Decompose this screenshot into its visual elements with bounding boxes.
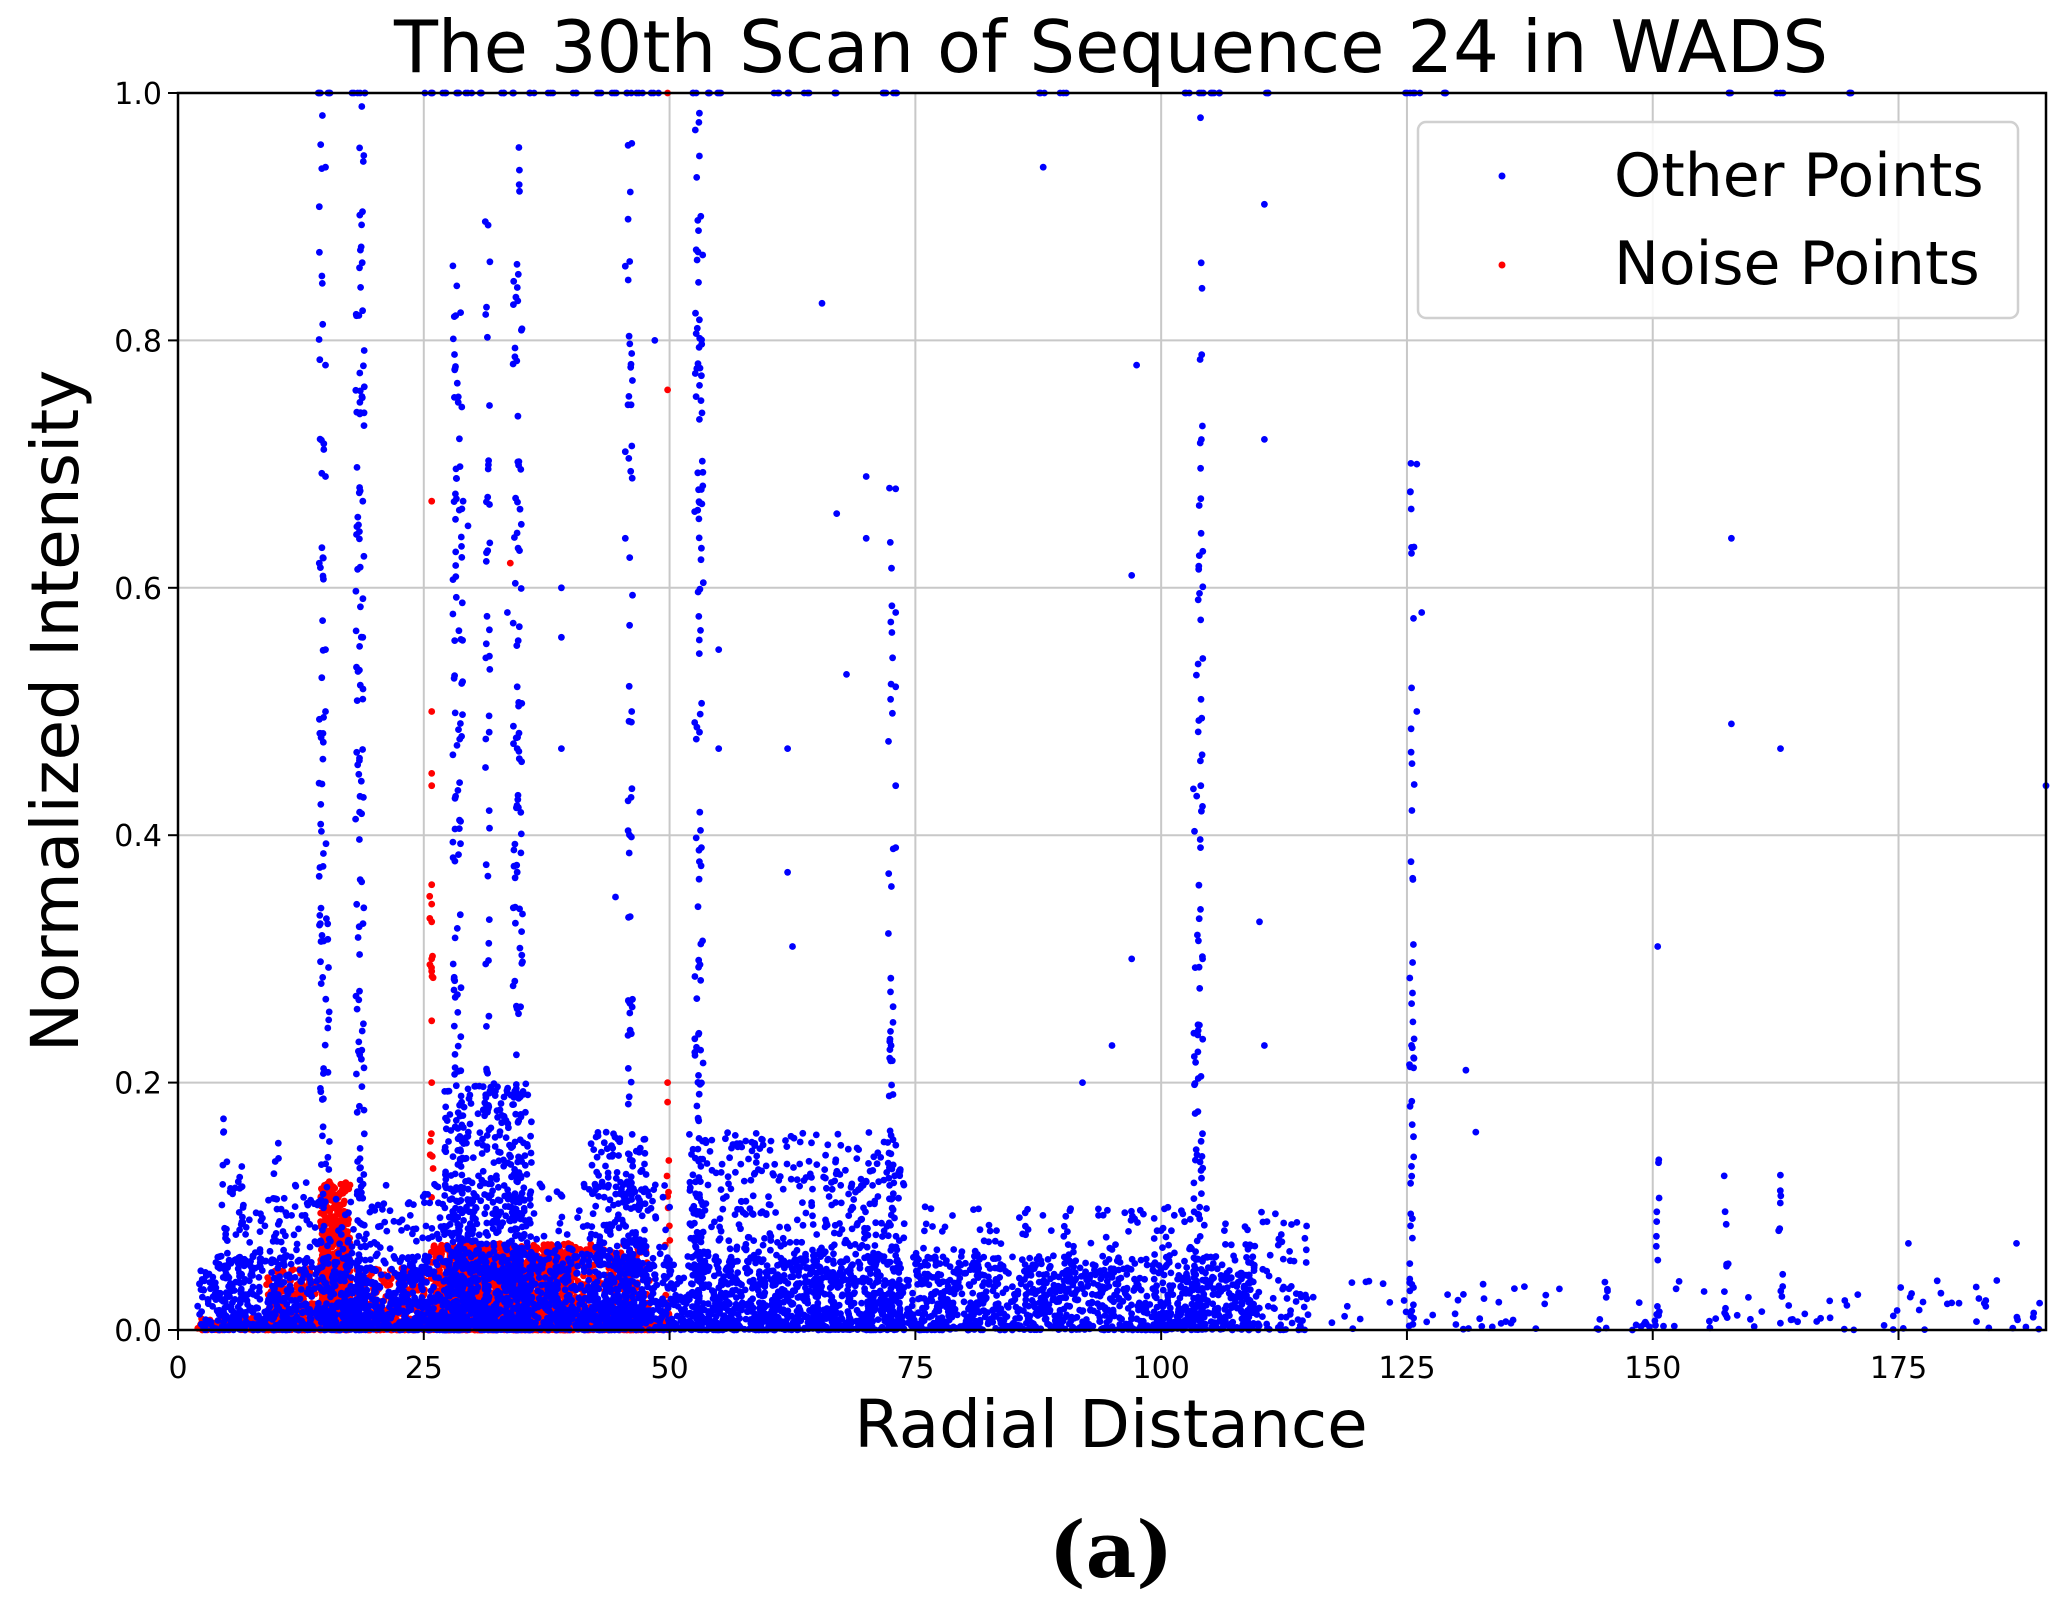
other-point <box>1143 1292 1151 1300</box>
other-point <box>287 1260 295 1268</box>
other-points-series <box>194 89 2050 1334</box>
noise-point <box>427 1137 434 1145</box>
noise-point <box>428 881 436 889</box>
noise-point <box>428 497 436 505</box>
other-point <box>955 1259 963 1267</box>
noise-point <box>426 1151 434 1159</box>
noise-point <box>428 955 436 963</box>
other-point <box>249 1283 257 1291</box>
noise-point <box>341 1180 349 1188</box>
noise-point <box>428 900 436 908</box>
noise-point <box>587 1244 595 1251</box>
noise-point <box>428 918 436 926</box>
other-point <box>1150 1275 1158 1283</box>
noise-point <box>336 1201 344 1209</box>
other-point <box>909 1296 916 1304</box>
noise-point <box>324 1227 331 1235</box>
other-point <box>909 1289 916 1297</box>
noise-point <box>428 708 436 715</box>
other-point <box>1167 1269 1175 1277</box>
other-point <box>962 1259 969 1267</box>
noise-point <box>344 1228 351 1235</box>
noise-point <box>386 1281 394 1288</box>
noise-point <box>344 1217 352 1225</box>
other-point <box>969 1289 977 1297</box>
other-point <box>1181 1257 1188 1265</box>
noise-point <box>428 1017 436 1025</box>
noise-point <box>428 782 436 790</box>
noise-point <box>326 1191 334 1199</box>
noise-point <box>428 770 436 777</box>
noise-point <box>664 1079 671 1086</box>
other-point <box>1174 1262 1182 1270</box>
noise-point <box>428 973 436 980</box>
noise-point <box>664 1098 671 1106</box>
chart-title: The 30th Scan of Sequence 24 in WADS <box>393 5 1828 89</box>
noise-point <box>330 1223 337 1231</box>
other-point <box>301 1259 309 1267</box>
noise-point <box>663 1172 671 1180</box>
noise-point <box>318 1246 325 1254</box>
noise-point <box>330 1215 338 1222</box>
other-point <box>976 1292 984 1299</box>
noise-point <box>428 1079 436 1086</box>
other-point <box>1159 1279 1167 1287</box>
noise-point <box>429 1165 437 1172</box>
noise-point <box>426 961 434 968</box>
noise-point <box>666 1237 674 1244</box>
noise-point <box>337 1190 345 1197</box>
noise-point <box>346 1181 354 1189</box>
noise-point <box>665 1157 673 1164</box>
other-point <box>1249 1253 1257 1261</box>
other-point <box>1128 1255 1136 1263</box>
noise-point <box>559 1251 567 1259</box>
noise-point <box>248 1314 256 1322</box>
other-point <box>1026 1254 1034 1262</box>
noise-point <box>664 386 671 394</box>
noise-point <box>506 559 514 567</box>
noise-point <box>317 1209 325 1217</box>
other-point <box>1066 1302 1074 1310</box>
noise-point <box>426 892 434 900</box>
noise-point <box>432 1248 440 1256</box>
noise-point <box>428 967 436 975</box>
other-point <box>561 1286 569 1294</box>
noise-point <box>325 1178 333 1185</box>
other-point <box>1099 1252 1107 1260</box>
noise-point <box>428 1130 435 1138</box>
noise-point <box>265 1277 273 1285</box>
